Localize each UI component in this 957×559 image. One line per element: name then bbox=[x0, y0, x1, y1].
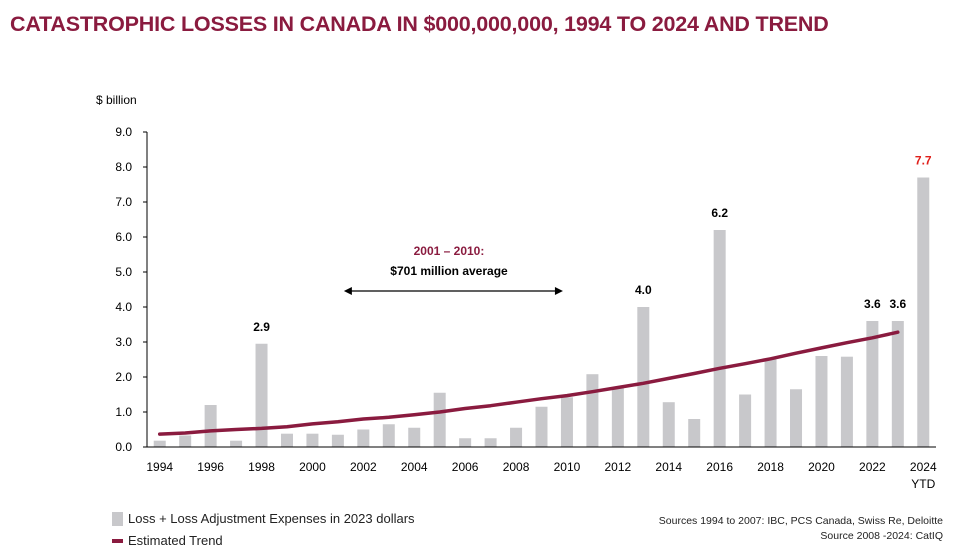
legend-line-label: Estimated Trend bbox=[128, 533, 223, 548]
bar-2010 bbox=[560, 397, 573, 447]
bar-2024 bbox=[917, 177, 930, 447]
axes bbox=[146, 132, 936, 448]
data-label-2016: 6.2 bbox=[711, 206, 728, 220]
y-tick-label: 5.0 bbox=[115, 265, 132, 279]
annotation-arrow-right bbox=[554, 287, 563, 295]
trend-line bbox=[157, 330, 900, 436]
y-tick-label: 3.0 bbox=[115, 335, 132, 349]
bar-2015 bbox=[688, 419, 701, 447]
x-axis: 1994 1996 1998 2000 2002 2004 2006 2008 2010 2012… bbox=[146, 460, 937, 491]
bar-2017 bbox=[739, 394, 752, 447]
x-tick-label: 1996 bbox=[197, 460, 224, 474]
bar-2021 bbox=[840, 356, 853, 447]
y-tick-label: 9.0 bbox=[115, 125, 132, 139]
y-tick-label: 4.0 bbox=[115, 300, 132, 314]
annotation-range-label: 2001 – 2010: bbox=[414, 244, 485, 258]
x-tick-label: 2006 bbox=[452, 460, 479, 474]
bar-series bbox=[153, 177, 930, 447]
data-label-2023: 3.6 bbox=[889, 297, 906, 311]
bar-2019 bbox=[790, 389, 803, 447]
y-tick-label: 7.0 bbox=[115, 195, 132, 209]
bar-2020 bbox=[815, 356, 828, 447]
y-axis: 0.0 1.0 2.0 3.0 4.0 5.0 6.0 7.0 8.0 9.0 bbox=[115, 125, 147, 454]
bar-2014 bbox=[662, 402, 675, 447]
bar-2002 bbox=[357, 429, 370, 447]
bar-2008 bbox=[510, 427, 523, 447]
bar-2001 bbox=[331, 434, 344, 447]
bar-2009 bbox=[535, 406, 548, 447]
bar-2003 bbox=[382, 424, 395, 447]
y-tick-label: 8.0 bbox=[115, 160, 132, 174]
x-tick-label: 2010 bbox=[554, 460, 581, 474]
bar-1996 bbox=[204, 405, 217, 447]
bar-2016 bbox=[713, 230, 726, 447]
y-axis-label: $ billion bbox=[96, 93, 137, 107]
bar-2023 bbox=[891, 321, 904, 447]
x-tick-label: 1998 bbox=[248, 460, 275, 474]
x-tick-label: 2018 bbox=[757, 460, 784, 474]
y-tick-label: 6.0 bbox=[115, 230, 132, 244]
y-tick-label: 1.0 bbox=[115, 405, 132, 419]
trend-series bbox=[157, 330, 900, 436]
x-tick-label: 1994 bbox=[146, 460, 173, 474]
bar-1994 bbox=[153, 440, 166, 447]
bar-2006 bbox=[459, 438, 472, 447]
x-tick-label: 2002 bbox=[350, 460, 377, 474]
y-tick-label: 0.0 bbox=[115, 440, 132, 454]
legend-item-bars: Loss + Loss Adjustment Expenses in 2023 … bbox=[112, 511, 415, 526]
x-tick-sublabel: YTD bbox=[911, 477, 935, 491]
annotation: 2001 – 2010: $701 million average bbox=[343, 244, 563, 295]
source-note-2: Source 2008 -2024: CatIQ bbox=[820, 530, 943, 542]
chart-title: CATASTROPHIC LOSSES IN CANADA IN $000,00… bbox=[10, 12, 829, 36]
x-tick-label: 2004 bbox=[401, 460, 428, 474]
legend-item-trend: Estimated Trend bbox=[112, 533, 223, 548]
bar-1998 bbox=[255, 343, 268, 447]
x-tick-label: 2016 bbox=[706, 460, 733, 474]
source-note-1: Sources 1994 to 2007: IBC, PCS Canada, S… bbox=[658, 515, 943, 527]
annotation-arrow-left bbox=[343, 287, 352, 295]
legend-line-swatch bbox=[112, 538, 123, 543]
data-label-2024: 7.7 bbox=[915, 154, 932, 168]
bar-2013 bbox=[637, 307, 650, 447]
bar-1997 bbox=[230, 440, 243, 447]
x-tick-label: 2008 bbox=[503, 460, 530, 474]
data-label-2022: 3.6 bbox=[864, 297, 881, 311]
bar-1999 bbox=[280, 433, 293, 447]
x-tick-label: 2022 bbox=[859, 460, 886, 474]
bar-2012 bbox=[611, 387, 624, 447]
legend-bar-swatch bbox=[112, 511, 123, 526]
bar-1995 bbox=[179, 435, 192, 447]
bar-2000 bbox=[306, 433, 319, 447]
data-label-1998: 2.9 bbox=[253, 320, 270, 334]
bar-2022 bbox=[866, 321, 879, 447]
bar-2005 bbox=[433, 392, 446, 447]
bar-2011 bbox=[586, 374, 599, 447]
data-label-2013: 4.0 bbox=[635, 283, 652, 297]
x-tick-label: 2012 bbox=[605, 460, 632, 474]
x-tick-label: 2020 bbox=[808, 460, 835, 474]
bar-2018 bbox=[764, 359, 777, 447]
x-tick-label: 2000 bbox=[299, 460, 326, 474]
x-tick-label: 2024 bbox=[910, 460, 937, 474]
data-labels: 2.9 4.0 6.2 3.6 3.6 7.7 bbox=[253, 154, 932, 334]
legend-bar-label: Loss + Loss Adjustment Expenses in 2023 … bbox=[128, 511, 415, 526]
annotation-average-label: $701 million average bbox=[390, 264, 508, 278]
x-tick-label: 2014 bbox=[655, 460, 682, 474]
y-tick-label: 2.0 bbox=[115, 370, 132, 384]
bar-2004 bbox=[408, 427, 421, 447]
bar-2007 bbox=[484, 438, 497, 447]
